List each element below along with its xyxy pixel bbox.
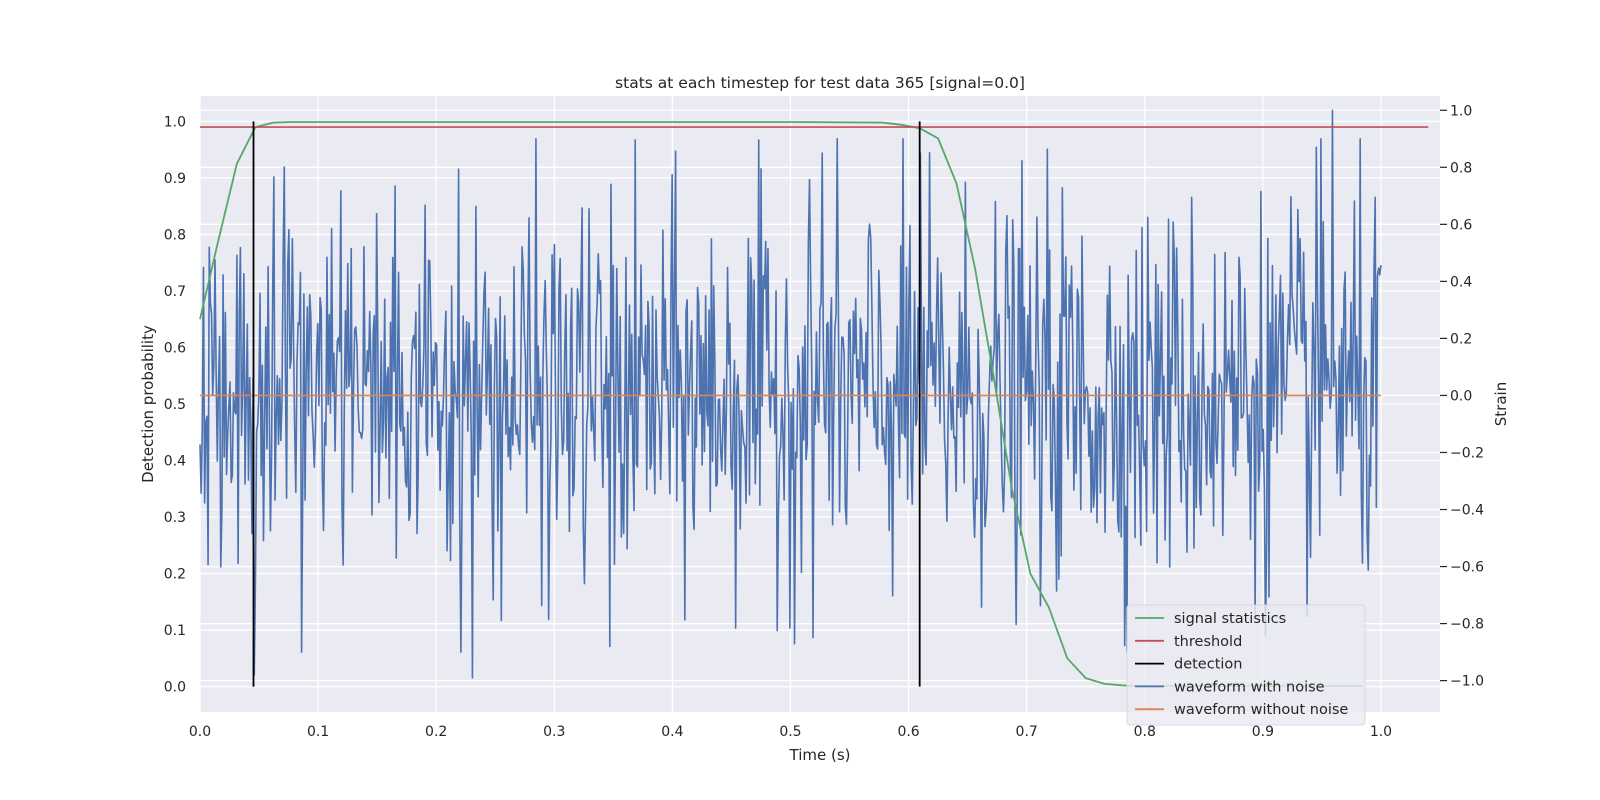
y-tick-label: 1.0 <box>164 114 186 130</box>
y-tick-label: 0.0 <box>164 680 186 696</box>
x-tick-label: 0.1 <box>307 724 329 740</box>
y-tick-label: 0.3 <box>164 510 186 526</box>
series-waveform-with-noise <box>199 109 1382 679</box>
x-axis-label: Time (s) <box>789 746 851 764</box>
legend-entry: signal statistics <box>1174 611 1286 627</box>
x-tick-label: 0.3 <box>543 724 565 740</box>
x-tick-label: 0.7 <box>1016 724 1038 740</box>
y2-tick-label: 0.4 <box>1450 274 1472 290</box>
y2-tick-label: −1.0 <box>1450 674 1484 690</box>
y-tick-label: 0.8 <box>164 227 186 243</box>
legend-entry: detection <box>1174 657 1242 673</box>
y2-tick-label: −0.8 <box>1450 617 1484 633</box>
legend-entry: waveform with noise <box>1174 679 1325 695</box>
y-tick-label: 0.6 <box>164 340 186 356</box>
y-axis-ticks: 0.0 0.1 0.2 0.3 0.4 0.5 0.6 0.7 0.8 0.9 1.0 <box>164 114 186 695</box>
y-tick-label: 0.1 <box>164 623 186 639</box>
legend-box <box>1126 604 1366 726</box>
x-tick-label: 0.8 <box>1134 724 1156 740</box>
x-tick-label: 0.9 <box>1252 724 1274 740</box>
y2-tick-label: −0.2 <box>1450 445 1484 461</box>
x-tick-label: 0.4 <box>661 724 683 740</box>
y2-tick-label: −0.4 <box>1450 503 1484 519</box>
x-axis-ticks: 0.0 0.1 0.2 0.3 0.4 0.5 0.6 0.7 0.8 0.9 1.0 <box>189 724 1392 740</box>
x-tick-label: 0.6 <box>897 724 919 740</box>
y-tick-label: 0.7 <box>164 284 186 300</box>
y2-axis-ticks: −1.0 −0.8 −0.6 −0.4 −0.2 0.0 0.2 0.4 0.6 0.8 1.0 <box>1440 103 1484 690</box>
y2-axis-label: Strain <box>1492 382 1510 426</box>
y-tick-label: 0.2 <box>164 567 186 583</box>
y2-tick-label: 1.0 <box>1450 103 1472 119</box>
legend-entry: waveform without noise <box>1174 702 1348 718</box>
legend: signal statistics threshold detection wavef… <box>1126 604 1366 726</box>
legend-entry: threshold <box>1174 634 1242 650</box>
y-axis-label: Detection probability <box>139 325 157 483</box>
x-tick-label: 1.0 <box>1370 724 1392 740</box>
y2-tick-label: 0.0 <box>1450 388 1472 404</box>
y2-tick-label: −0.6 <box>1450 560 1484 576</box>
y-tick-label: 0.9 <box>164 171 186 187</box>
x-tick-label: 0.0 <box>189 724 211 740</box>
y2-tick-label: 0.8 <box>1450 160 1472 176</box>
x-tick-label: 0.2 <box>425 724 447 740</box>
y-tick-label: 0.4 <box>164 454 186 470</box>
y2-tick-label: 0.6 <box>1450 217 1472 233</box>
y-tick-label: 0.5 <box>164 397 186 413</box>
chart-title: stats at each timestep for test data 365… <box>615 74 1025 92</box>
y2-tick-label: 0.2 <box>1450 331 1472 347</box>
x-tick-label: 0.5 <box>779 724 801 740</box>
